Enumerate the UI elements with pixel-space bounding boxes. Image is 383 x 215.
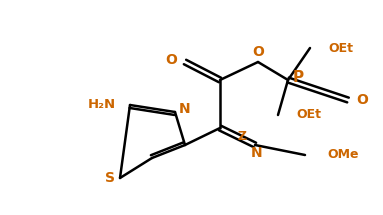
- Text: OEt: OEt: [296, 109, 321, 121]
- Text: OEt: OEt: [328, 41, 353, 54]
- Text: N: N: [179, 102, 191, 116]
- Text: Z: Z: [238, 131, 247, 143]
- Text: OMe: OMe: [327, 149, 358, 161]
- Text: S: S: [105, 171, 115, 185]
- Text: P: P: [293, 71, 304, 86]
- Text: N: N: [251, 146, 263, 160]
- Text: O: O: [165, 53, 177, 67]
- Text: H₂N: H₂N: [88, 98, 116, 112]
- Text: O: O: [252, 45, 264, 59]
- Text: O: O: [356, 93, 368, 107]
